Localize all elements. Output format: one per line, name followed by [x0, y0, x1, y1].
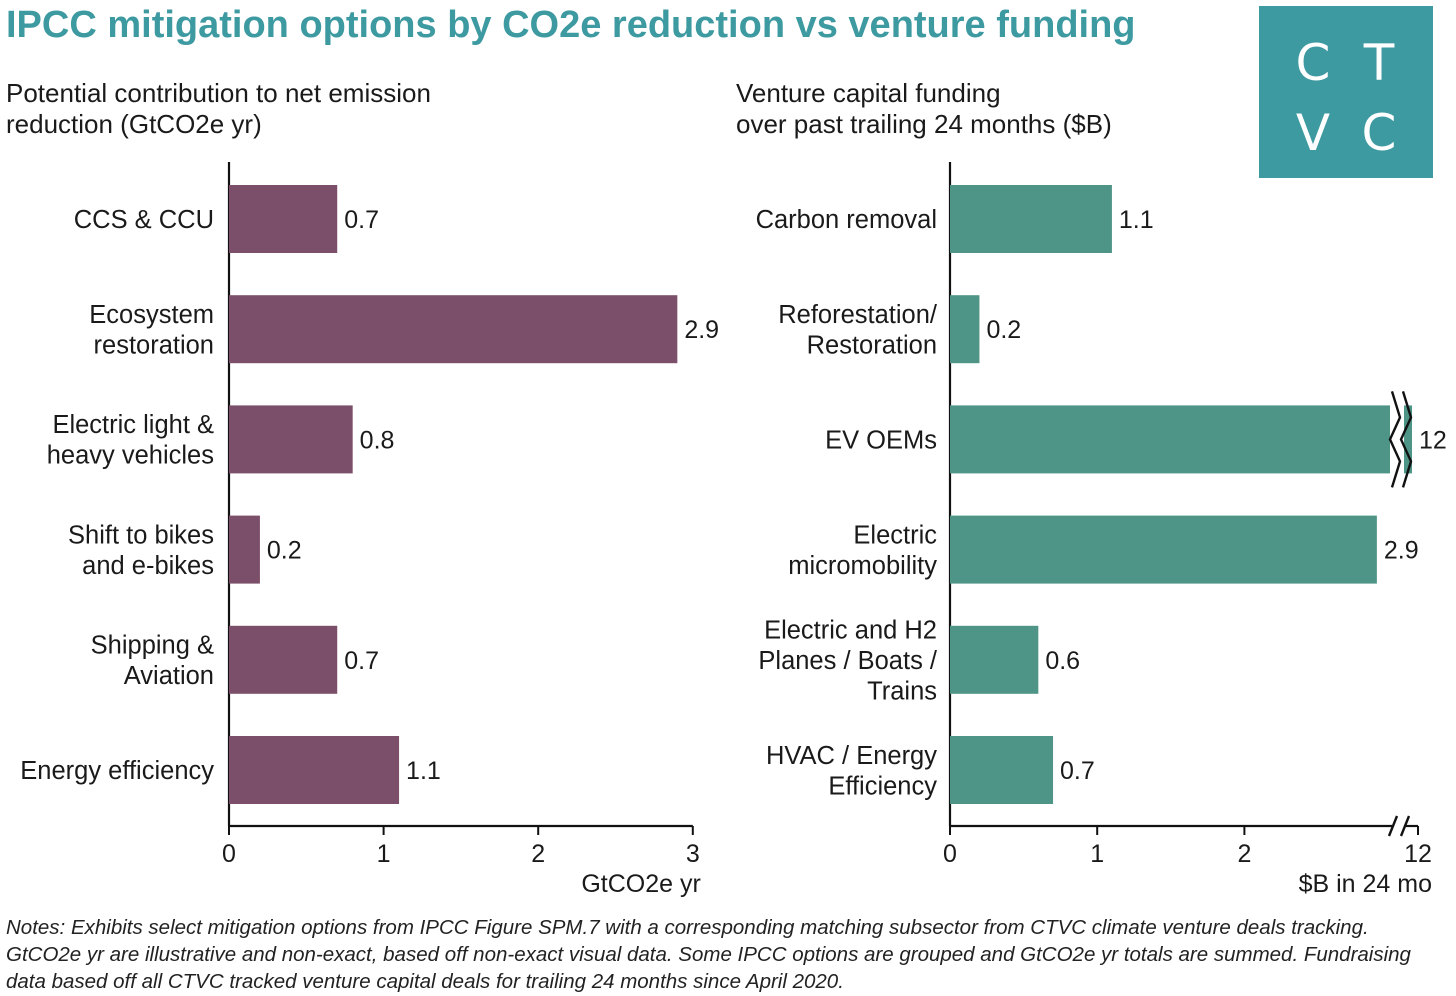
right-data-label: 1.1 [1119, 206, 1154, 234]
right-chart-title: Venture capital funding over past traili… [736, 78, 1112, 139]
right-bar [950, 295, 980, 364]
right-category-label: Carbon removal [756, 206, 937, 234]
right-axis-break-mark [1387, 815, 1399, 837]
left-data-label: 2.9 [684, 316, 719, 344]
right-x-axis-label: $B in 24 mo [1299, 870, 1432, 898]
left-data-label: 0.8 [360, 426, 395, 454]
left-bar [229, 295, 678, 364]
right-category-label: Electric and H2 Planes / Boats / Trains [758, 616, 938, 705]
right-category-label: HVAC / Energy Efficiency [766, 742, 937, 801]
left-bar [229, 625, 338, 694]
right-bar-break-mark [1388, 391, 1402, 488]
right-x-tick-label: 1 [1090, 840, 1104, 868]
logo-letter-c1: C [1295, 34, 1331, 92]
left-x-axis-label: GtCO2e yr [581, 870, 700, 898]
logo-letter-v: V [1295, 104, 1331, 162]
right-data-label: 0.7 [1060, 757, 1095, 785]
footnote: Notes: Exhibits select mitigation option… [6, 916, 1411, 993]
right-category-label: Reforestation/Restoration [778, 301, 938, 360]
left-bar [229, 736, 400, 804]
left-category-label: Electric light & heavy vehicles [47, 411, 214, 470]
page-title: IPCC mitigation options by CO2e reductio… [6, 4, 1136, 46]
right-bar [950, 185, 1112, 253]
right-category-label: Electric micromobility [788, 521, 937, 580]
left-bar [229, 515, 260, 584]
right-data-label: 2.9 [1384, 537, 1419, 565]
right-data-label: 0.2 [986, 316, 1021, 344]
left-data-label: 0.7 [344, 206, 379, 234]
right-x-tick-label: 0 [943, 840, 957, 868]
left-category-label: Shift to bikes and e-bikes [68, 521, 214, 580]
left-bar [229, 405, 353, 474]
left-category-label: Energy efficiency [20, 757, 214, 785]
left-data-label: 0.2 [267, 537, 302, 565]
right-bar-break-gap [1390, 403, 1404, 476]
left-category-label: Ecosystem restoration [89, 301, 214, 360]
right-bar-break-mark [1399, 391, 1413, 488]
charts-canvas: 0.7 CCS & CCU 2.9 Ecosystem restoration 0.8 El… [20, 162, 1447, 898]
right-bar [950, 736, 1054, 804]
left-x-tick-label: 2 [531, 840, 545, 868]
right-bar [950, 625, 1039, 694]
ctvc-logo: C T V C [1259, 6, 1433, 178]
left-chart-title: Potential contribution to net emission r… [6, 78, 431, 139]
logo-letter-t: T [1363, 34, 1395, 92]
right-axis-break-mark [1399, 815, 1411, 837]
logo-letter-c2: C [1361, 104, 1397, 162]
right-x-tick-label: 12 [1404, 840, 1432, 868]
right-data-label: 0.6 [1045, 647, 1080, 675]
right-bar [950, 405, 1412, 474]
left-x-tick-label: 3 [686, 840, 700, 868]
right-data-label: 12 [1419, 426, 1447, 454]
left-category-label: CCS & CCU [74, 206, 214, 234]
right-x-tick-label: 2 [1237, 840, 1251, 868]
left-data-label: 0.7 [344, 647, 379, 675]
left-category-label: Shipping & Aviation [91, 632, 214, 691]
left-x-tick-label: 1 [377, 840, 391, 868]
left-data-label: 1.1 [406, 757, 441, 785]
right-bar [950, 515, 1377, 584]
right-category-label: EV OEMs [825, 426, 937, 454]
left-bar [229, 185, 338, 253]
left-x-tick-label: 0 [222, 840, 236, 868]
